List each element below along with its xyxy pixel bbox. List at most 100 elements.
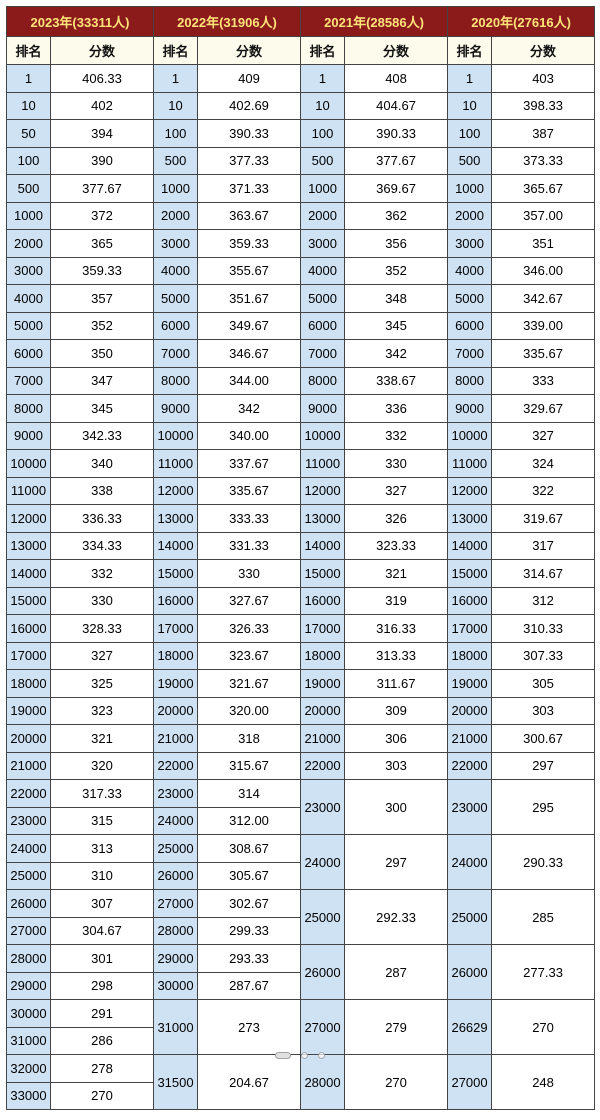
score-cell: 312 [492,587,595,615]
col-score-label: 分数 [198,37,301,65]
score-cell: 342.33 [51,422,154,450]
score-cell: 287 [345,945,448,1000]
rank-cell: 16000 [7,615,51,643]
rank-cell: 18000 [448,642,492,670]
rank-cell: 19000 [154,670,198,698]
rank-cell: 27000 [448,1055,492,1110]
rank-cell: 24000 [448,835,492,890]
score-cell: 365 [51,230,154,258]
rank-cell: 10000 [301,422,345,450]
score-cell: 398.33 [492,92,595,120]
rank-cell: 2000 [448,202,492,230]
carousel-dot[interactable] [318,1052,325,1059]
rank-cell: 25000 [448,890,492,945]
score-cell: 377.67 [345,147,448,175]
rank-cell: 10 [154,92,198,120]
score-cell: 351 [492,230,595,258]
score-cell: 339.00 [492,312,595,340]
rank-cell: 11000 [301,450,345,478]
rank-cell: 5000 [154,285,198,313]
score-cell: 406.33 [51,65,154,93]
rank-cell: 22000 [7,780,51,808]
rank-cell: 20000 [7,725,51,753]
score-cell: 278 [51,1055,154,1083]
score-cell: 319.67 [492,505,595,533]
score-cell: 317 [492,532,595,560]
year-header-row: 2023年(33311人) 2022年(31906人) 2021年(28586人… [7,7,595,37]
rank-cell: 1000 [301,175,345,203]
rank-cell: 26000 [448,945,492,1000]
rank-cell: 22000 [448,752,492,780]
rank-cell: 21000 [448,725,492,753]
score-cell: 302.67 [198,890,301,918]
score-cell: 328.33 [51,615,154,643]
rank-cell: 15000 [154,560,198,588]
rank-cell: 20000 [448,697,492,725]
score-cell: 347 [51,367,154,395]
score-cell: 309 [345,697,448,725]
rank-cell: 26000 [154,862,198,890]
table-body: 1406.331409140814031040210402.6910404.67… [7,65,595,1110]
score-cell: 340 [51,450,154,478]
rank-cell: 24000 [7,835,51,863]
rank-cell: 2000 [301,202,345,230]
rank-cell: 17000 [448,615,492,643]
table-row: 1500033016000327.671600031916000312 [7,587,595,615]
table-row: 1900032320000320.002000030920000303 [7,697,595,725]
table-row: 500377.671000371.331000369.671000365.67 [7,175,595,203]
rank-cell: 1 [448,65,492,93]
score-cell: 369.67 [345,175,448,203]
rank-cell: 27000 [7,917,51,945]
score-cell: 279 [345,1000,448,1055]
score-cell: 321 [345,560,448,588]
score-cell: 330 [198,560,301,588]
rank-cell: 33000 [7,1082,51,1110]
rank-cell: 15000 [7,587,51,615]
rank-cell: 8000 [301,367,345,395]
rank-cell: 17000 [301,615,345,643]
rank-cell: 31500 [154,1055,198,1110]
table-row: 1800032519000321.6719000311.6719000305 [7,670,595,698]
score-cell: 329.67 [492,395,595,423]
score-cell: 303 [492,697,595,725]
score-cell: 352 [345,257,448,285]
rank-cell: 27000 [154,890,198,918]
score-cell: 306 [345,725,448,753]
score-cell: 321.67 [198,670,301,698]
score-cell: 270 [51,1082,154,1110]
table-row: 2400031325000308.672400029724000290.33 [7,835,595,863]
score-cell: 310 [51,862,154,890]
carousel-dot[interactable] [301,1052,308,1059]
rank-cell: 26000 [7,890,51,918]
score-cell: 363.67 [198,202,301,230]
score-cell: 344.00 [198,367,301,395]
rank-cell: 13000 [7,532,51,560]
score-cell: 323 [51,697,154,725]
rank-cell: 28000 [154,917,198,945]
score-cell: 315.67 [198,752,301,780]
score-cell: 301 [51,945,154,973]
score-cell: 300.67 [492,725,595,753]
table-row: 70003478000344.008000338.678000333 [7,367,595,395]
rank-cell: 17000 [7,642,51,670]
col-rank-label: 排名 [448,37,492,65]
rank-cell: 22000 [301,752,345,780]
year-header: 2020年(27616人) [448,7,595,37]
col-score-label: 分数 [345,37,448,65]
score-cell: 297 [345,835,448,890]
year-header: 2021年(28586人) [301,7,448,37]
rank-cell: 18000 [154,642,198,670]
carousel-dot[interactable] [275,1052,291,1059]
score-cell: 332 [51,560,154,588]
rank-cell: 24000 [301,835,345,890]
score-cell: 387 [492,120,595,148]
rank-cell: 18000 [7,670,51,698]
year-header: 2023年(33311人) [7,7,154,37]
rank-cell: 500 [154,147,198,175]
score-cell: 333 [492,367,595,395]
score-cell: 345 [51,395,154,423]
rank-cell: 15000 [448,560,492,588]
rank-cell: 25000 [154,835,198,863]
rank-cell: 21000 [7,752,51,780]
score-cell: 342 [345,340,448,368]
